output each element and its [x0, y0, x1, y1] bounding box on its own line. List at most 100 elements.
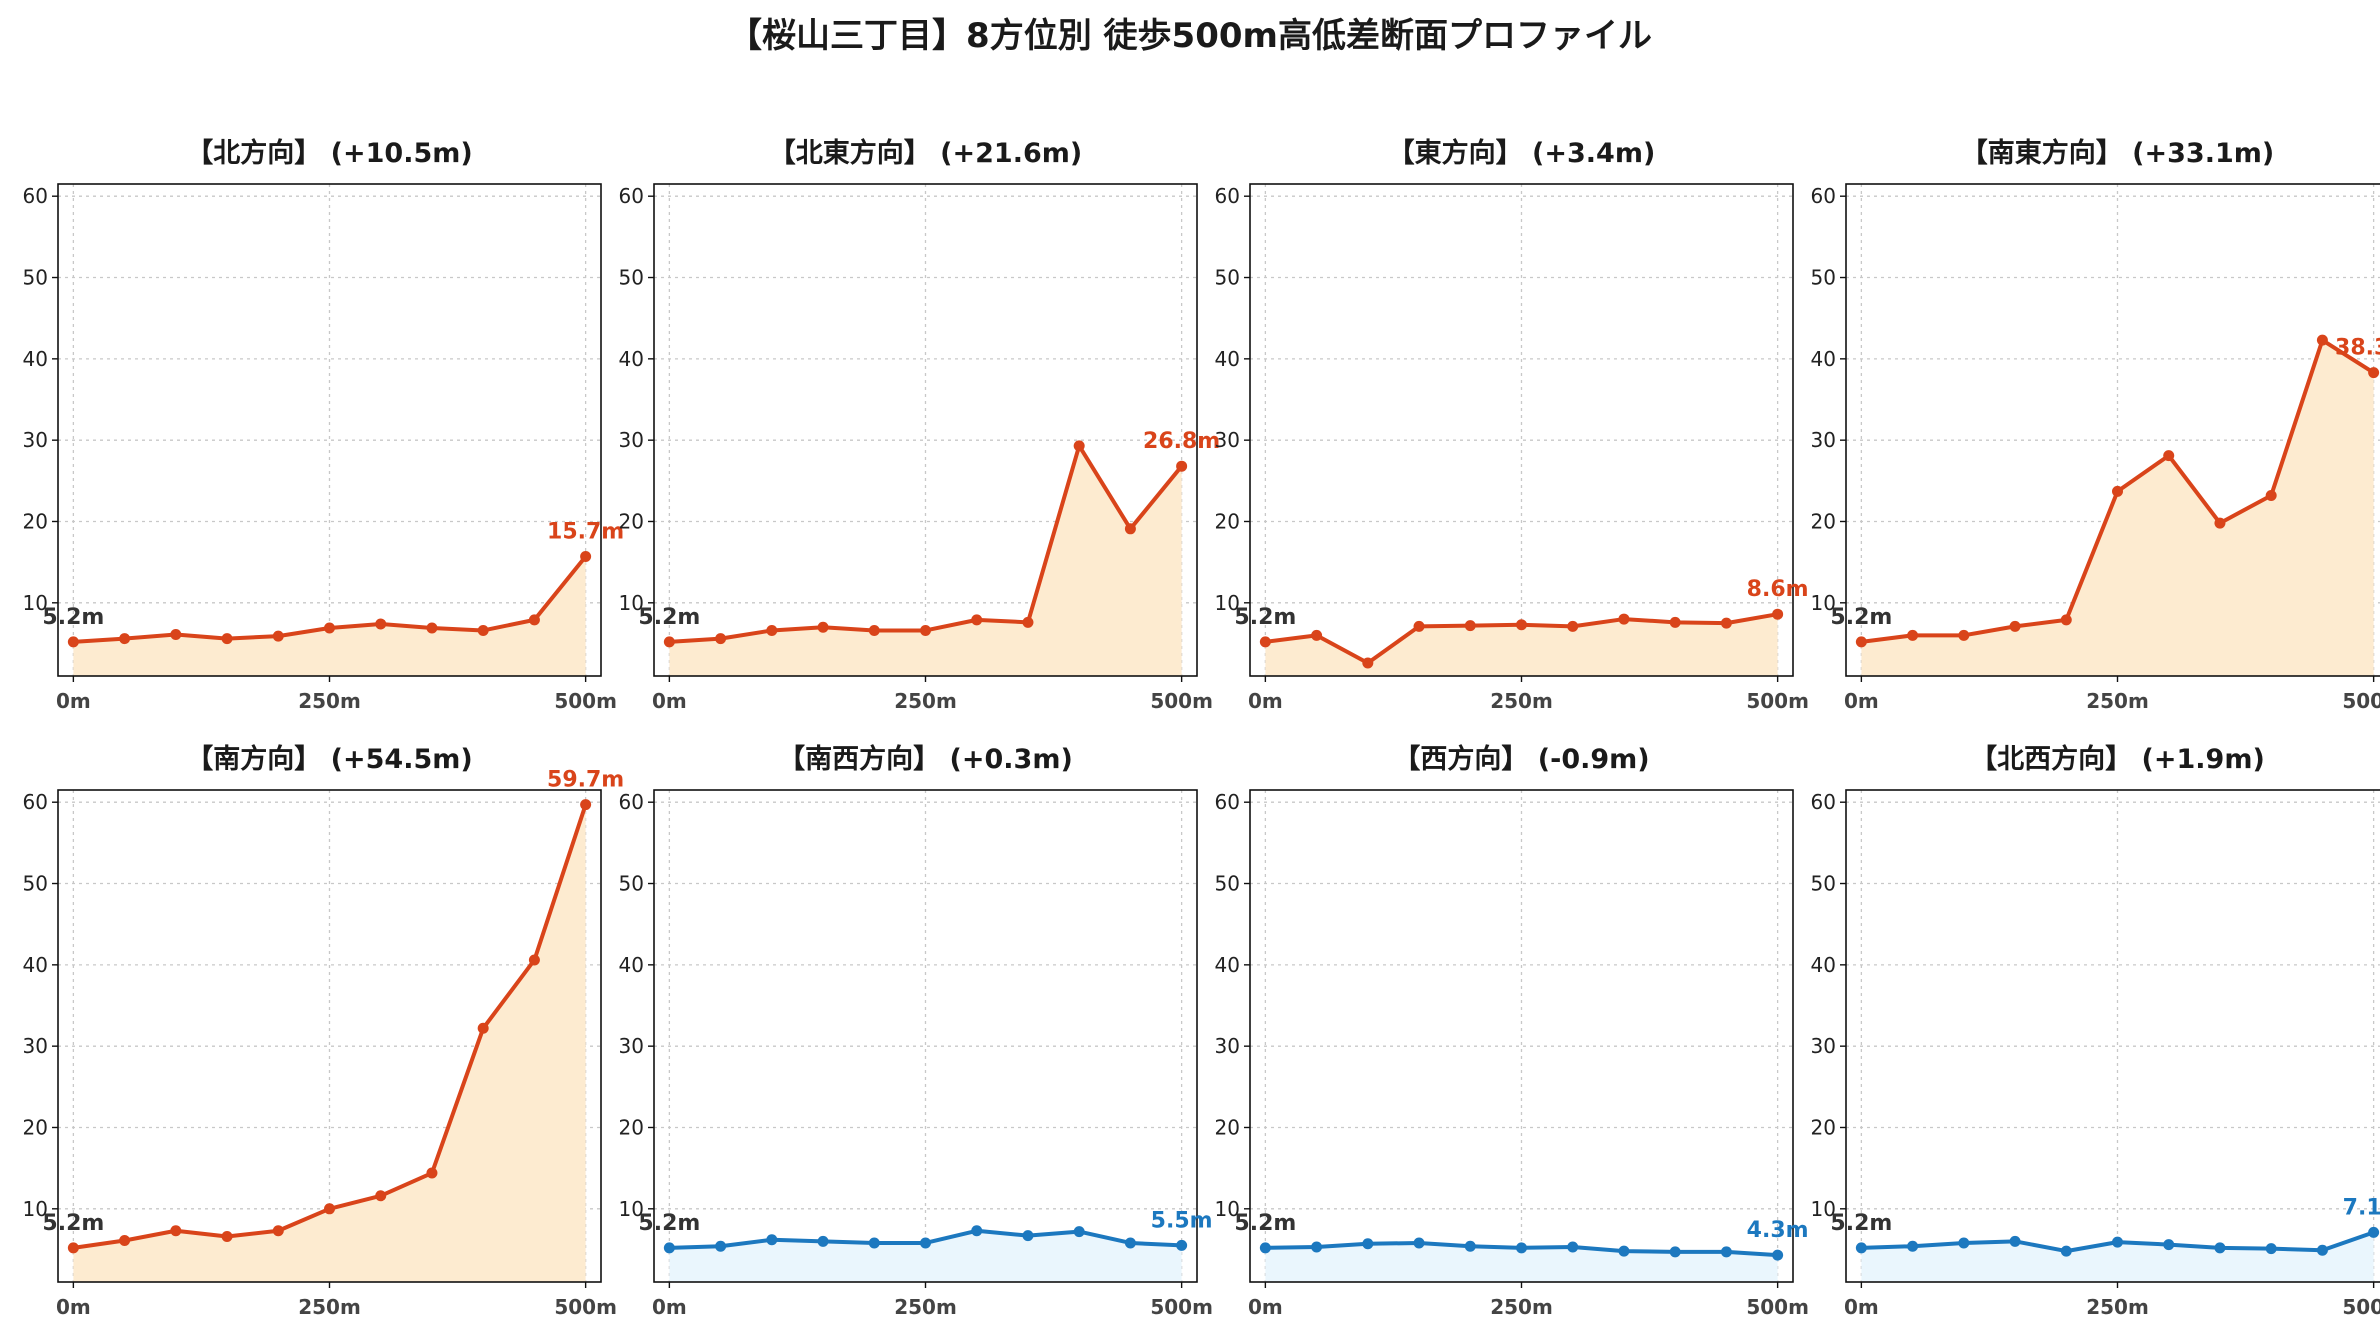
x-tick-label: 500m	[554, 1295, 617, 1319]
data-point	[119, 633, 131, 645]
y-tick-label: 60	[619, 184, 644, 208]
start-value-label: 5.2m	[638, 1211, 700, 1236]
data-point	[1720, 617, 1732, 629]
x-tick-label: 250m	[894, 689, 957, 713]
end-value-label: 26.8m	[1143, 429, 1220, 454]
panel-title: 【北方向】 (+10.5m)	[186, 137, 472, 169]
y-tick-label: 30	[1215, 1034, 1240, 1058]
data-point	[1618, 1245, 1630, 1257]
y-tick-label: 20	[619, 509, 644, 533]
y-tick-label: 60	[1215, 790, 1240, 814]
y-tick-label: 20	[1215, 509, 1240, 533]
y-tick-label: 40	[1215, 953, 1240, 977]
data-point	[2265, 1243, 2277, 1255]
data-point	[170, 1225, 182, 1237]
y-tick-label: 10	[23, 1197, 48, 1221]
panel-5: 【南方向】 (+54.5m) 10 20 30 40 50 60 0m 250m 500m 5.2m…	[23, 743, 625, 1319]
y-tick-label: 20	[619, 1115, 644, 1139]
data-point	[580, 550, 592, 562]
data-point	[1311, 629, 1323, 641]
y-tick-label: 50	[23, 872, 48, 896]
data-point	[426, 622, 438, 634]
y-tick-label: 50	[1215, 266, 1240, 290]
x-tick-label: 500m	[1150, 1295, 1213, 1319]
data-point	[1567, 1241, 1579, 1253]
data-point	[2214, 517, 2226, 529]
y-tick-label: 20	[1811, 509, 1836, 533]
panel-3: 【東方向】 (+3.4m) 10 20 30 40 50 60 0m 250m 500m 5.2m 8…	[1215, 137, 1809, 713]
panel-2: 【北東方向】 (+21.6m) 10 20 30 40 50 60 0m 250m 500m 5.2…	[619, 137, 1221, 713]
data-point	[1073, 1226, 1085, 1238]
x-tick-label: 0m	[652, 1295, 687, 1319]
data-point	[920, 624, 931, 636]
y-tick-label: 40	[1215, 347, 1240, 371]
x-tick-label: 0m	[1844, 689, 1879, 713]
y-tick-label: 10	[1215, 1197, 1240, 1221]
panel-title: 【南方向】 (+54.5m)	[186, 743, 472, 775]
x-tick-label: 500m	[2342, 689, 2380, 713]
y-tick-label: 50	[619, 266, 644, 290]
y-tick-label: 10	[1215, 591, 1240, 615]
start-value-label: 5.2m	[1234, 1211, 1296, 1236]
data-point	[2112, 485, 2123, 497]
data-point	[1516, 619, 1527, 631]
data-point	[1618, 613, 1630, 625]
area-fill	[669, 445, 1182, 676]
y-tick-label: 60	[23, 790, 48, 814]
area-fill	[669, 1230, 1182, 1282]
data-point	[920, 1237, 931, 1249]
data-point	[477, 624, 489, 636]
data-point	[1958, 1237, 1970, 1249]
data-point	[1855, 1242, 1867, 1254]
area-fill	[1861, 340, 2374, 676]
x-tick-label: 250m	[1490, 1295, 1553, 1319]
y-tick-label: 30	[1811, 1034, 1836, 1058]
data-point	[715, 633, 727, 645]
data-point	[2368, 367, 2380, 379]
panel-4: 【南東方向】 (+33.1m) 10 20 30 40 50 60 0m 250m 500m 5.2…	[1811, 137, 2380, 713]
data-point	[868, 1237, 880, 1249]
x-tick-label: 250m	[2086, 689, 2149, 713]
data-point	[580, 799, 592, 811]
data-point	[119, 1235, 131, 1247]
y-tick-label: 50	[619, 872, 644, 896]
x-tick-label: 250m	[894, 1295, 957, 1319]
data-point	[1413, 1237, 1425, 1249]
data-point	[1907, 1240, 1919, 1252]
start-value-label: 5.2m	[42, 605, 104, 630]
panel-title: 【西方向】 (-0.9m)	[1393, 743, 1649, 775]
area-fill	[73, 804, 586, 1282]
panel-title: 【南西方向】 (+0.3m)	[778, 743, 1073, 775]
x-tick-label: 500m	[2342, 1295, 2380, 1319]
data-point	[1464, 1240, 1476, 1252]
data-point	[2163, 1239, 2175, 1251]
end-value-label: 4.3m	[1747, 1218, 1809, 1243]
data-point	[1720, 1246, 1732, 1258]
data-point	[528, 954, 540, 966]
data-point	[2368, 1226, 2380, 1238]
x-tick-label: 250m	[298, 1295, 361, 1319]
y-tick-label: 50	[1811, 266, 1836, 290]
data-point	[1669, 616, 1681, 628]
data-point	[1259, 1242, 1271, 1254]
x-tick-label: 0m	[1248, 1295, 1283, 1319]
data-point	[766, 624, 778, 636]
data-point	[272, 630, 284, 642]
data-point	[715, 1240, 727, 1252]
end-value-label: 38.3m	[2335, 336, 2380, 361]
data-point	[2316, 1244, 2328, 1256]
y-tick-label: 40	[1811, 953, 1836, 977]
data-point	[272, 1225, 284, 1237]
y-tick-label: 40	[1811, 347, 1836, 371]
data-point	[1907, 629, 1919, 641]
y-tick-label: 50	[23, 266, 48, 290]
y-tick-label: 60	[23, 184, 48, 208]
y-tick-label: 30	[23, 1034, 48, 1058]
data-point	[1176, 1239, 1188, 1251]
data-point	[1124, 523, 1136, 535]
x-tick-label: 250m	[1490, 689, 1553, 713]
y-tick-label: 10	[23, 591, 48, 615]
panel-1: 【北方向】 (+10.5m) 10 20 30 40 50 60 0m 250m 500m 5.2m…	[23, 137, 625, 713]
y-tick-label: 40	[23, 347, 48, 371]
data-point	[477, 1022, 489, 1034]
